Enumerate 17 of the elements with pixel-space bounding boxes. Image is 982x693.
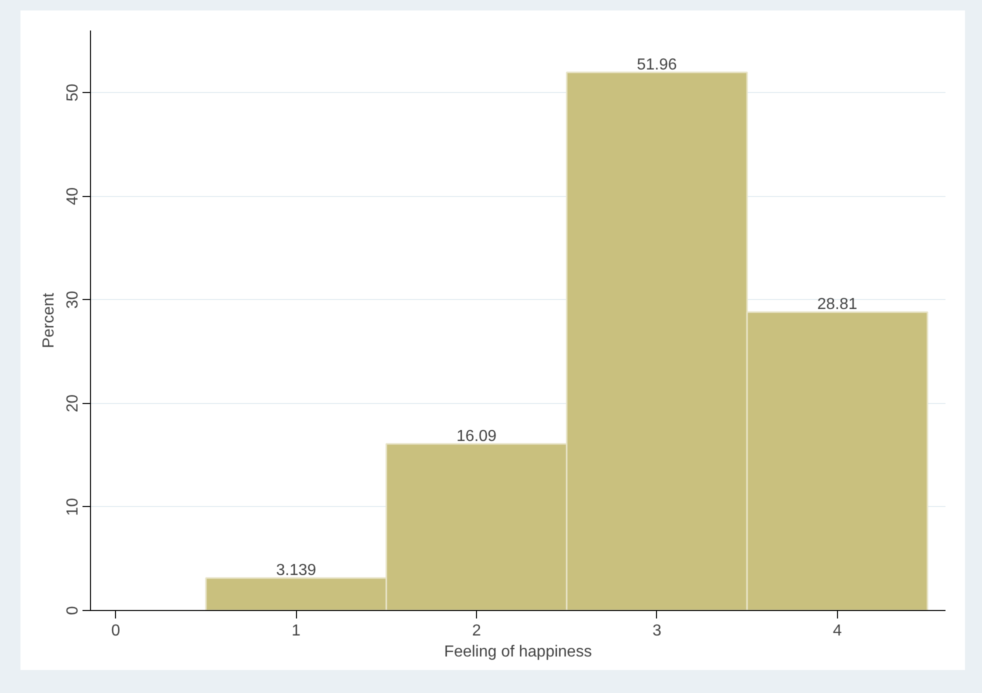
y-tick-label: 10: [64, 498, 82, 516]
x-tick-label: 1: [292, 622, 301, 640]
data-label: 16.09: [456, 428, 497, 445]
x-tick-label: 2: [472, 622, 482, 640]
data-label: 3.139: [276, 562, 316, 579]
y-tick-label: 20: [64, 394, 82, 412]
data-label: 28.81: [817, 296, 858, 314]
data-label: 51.96: [636, 56, 678, 74]
x-tick-label: 3: [652, 622, 662, 640]
y-tick-label: 30: [64, 290, 82, 309]
x-axis-title: Feeling of happiness: [444, 644, 592, 660]
y-tick-label: 40: [64, 187, 82, 206]
y-tick-label: 50: [64, 84, 82, 102]
x-tick-label: 0: [111, 622, 120, 640]
y-tick-label: 0: [64, 606, 82, 615]
y-axis-title: Percent: [40, 292, 58, 348]
x-tick-label: 4: [832, 622, 842, 640]
